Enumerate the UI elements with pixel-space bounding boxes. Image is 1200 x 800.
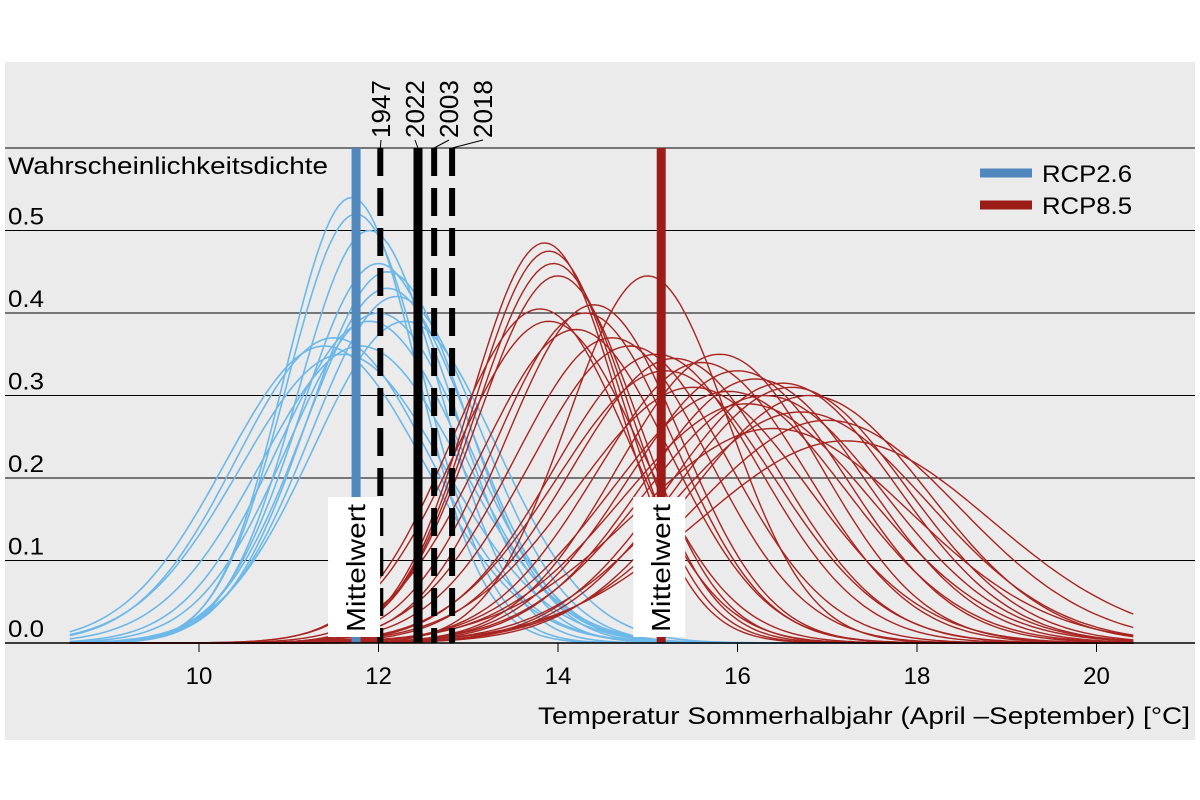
legend: RCP2.6 RCP8.5 <box>980 161 1132 220</box>
x-tick-label: 18 <box>904 663 931 690</box>
legend-label-rcp26: RCP2.6 <box>1042 161 1132 188</box>
observed-year-label-2018: 2018 <box>468 80 498 138</box>
mean-label-background <box>328 497 381 637</box>
y-tick-label: 0.0 <box>8 616 44 643</box>
observed-year-leader-1947 <box>379 139 382 149</box>
x-tick-label: 16 <box>724 663 751 690</box>
observed-year-leader-2022 <box>414 139 419 149</box>
observed-year-label-2022: 2022 <box>400 80 430 138</box>
legend-label-rcp85: RCP8.5 <box>1042 193 1132 220</box>
x-tick-label: 12 <box>365 663 392 690</box>
observed-year-leader-2018 <box>451 139 484 149</box>
observed-year-leader-2003 <box>433 139 450 149</box>
mean-label-background <box>633 497 686 637</box>
y-tick-label: 0.3 <box>8 369 44 396</box>
x-tick-label: 14 <box>545 663 572 690</box>
y-tick-label: 0.2 <box>8 451 44 478</box>
y-axis-title: Wahrscheinlichkeitsdichte <box>8 153 328 180</box>
y-tick-label: 0.4 <box>8 286 44 313</box>
mean-label: Mittelwert <box>341 503 371 632</box>
x-tick-label: 10 <box>186 663 213 690</box>
y-tick-label: 0.5 <box>8 204 44 231</box>
x-tick-label: 20 <box>1083 663 1110 690</box>
observed-year-label-1947: 1947 <box>366 80 396 138</box>
y-tick-label: 0.1 <box>8 534 44 561</box>
mean-label: Mittelwert <box>646 503 676 632</box>
observed-year-label-2003: 2003 <box>434 80 464 138</box>
x-axis-title: Temperatur Sommerhalbjahr (April –Septem… <box>538 703 1190 730</box>
